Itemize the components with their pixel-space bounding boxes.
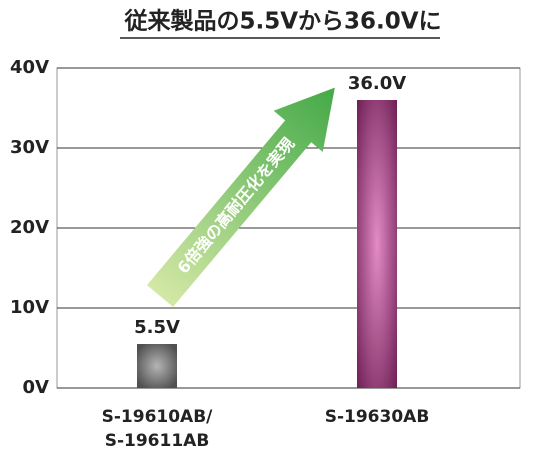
x-tick-label: S-19630AB <box>324 407 430 427</box>
arrow: 6倍強の高耐圧化を実現 <box>146 87 335 307</box>
value-label: 36.0V <box>348 73 406 94</box>
arrow-shape <box>146 87 335 307</box>
y-tick-label: 20V <box>10 217 49 238</box>
y-tick-label: 30V <box>10 137 49 158</box>
y-tick-label: 40V <box>10 57 49 78</box>
bar <box>357 100 397 388</box>
annotation: 6倍強の高耐圧化を実現 <box>174 134 299 277</box>
chart-title: 従来製品の5.5Vから36.0Vに <box>123 8 441 35</box>
bar <box>137 344 177 388</box>
value-label: 5.5V <box>134 317 180 338</box>
y-tick-label: 0V <box>23 377 50 398</box>
x-tick-label: S-19610AB/ S-19611AB <box>101 407 213 451</box>
y-tick-label: 10V <box>10 297 49 318</box>
